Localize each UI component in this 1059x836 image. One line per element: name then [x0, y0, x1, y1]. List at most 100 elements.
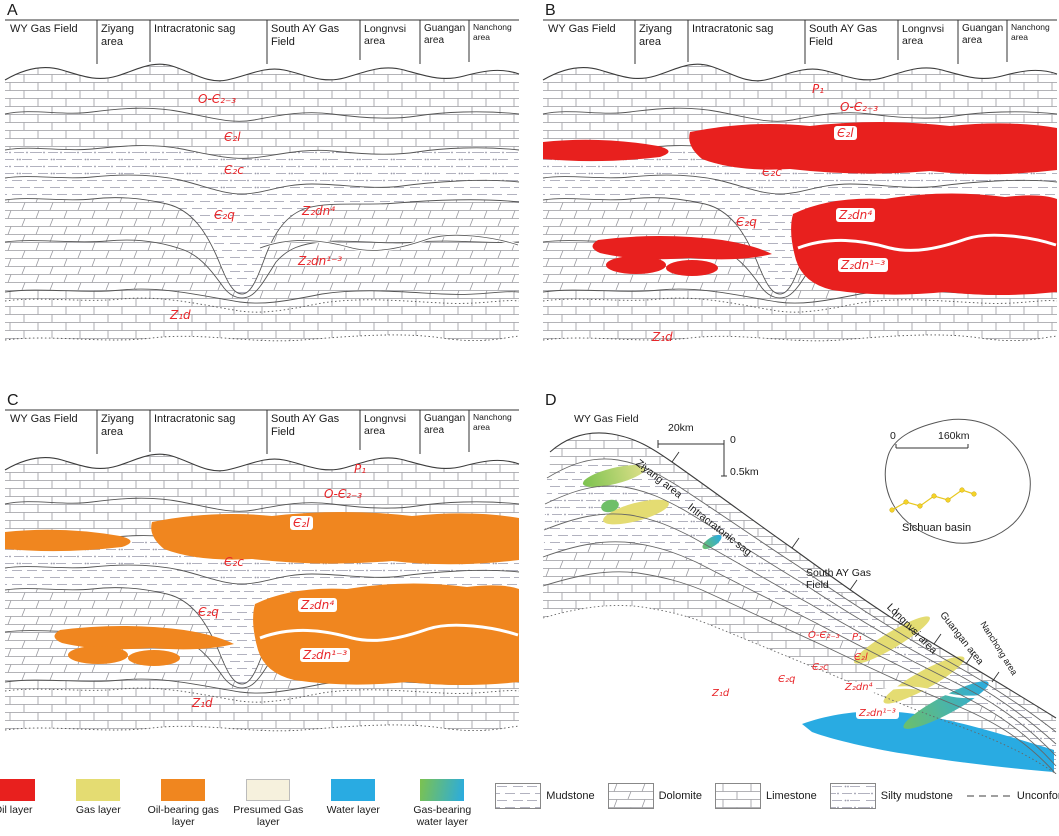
area-label-ziyang: Ziyang area — [101, 23, 135, 48]
strat-label-z2dn4: Z₂dn⁴ — [836, 208, 876, 222]
legend-item-dolomite: Dolomite — [607, 783, 702, 809]
strat-label-e2q: Є₂q — [778, 674, 796, 685]
water-layer-body — [802, 711, 1054, 772]
strat-label-e2c: Є₂c — [224, 163, 244, 177]
panel-d: D — [540, 392, 1059, 774]
strat-label-z1d: Z₁d — [170, 308, 191, 322]
legend-item-oil-bearing-gas: Oil-bearing gas layer — [147, 779, 219, 828]
panel-b-cross-section — [541, 18, 1059, 380]
panel-d-letter: D — [545, 392, 557, 409]
panel-a: A WY Gas Field Ziyang area Intracratonic… — [2, 2, 532, 384]
strat-label-e2q: Є₂q — [198, 605, 219, 619]
gas-layer-lens-e2l — [854, 616, 930, 664]
legend-item-water-layer: Water layer — [317, 779, 389, 816]
strat-label-o-e23: O-Є₂₋₃ — [324, 487, 363, 501]
strat-label-z2dn13: Z₂dn¹⁻³ — [300, 648, 351, 662]
strat-label-z2dn4: Z₂dn⁴ — [842, 682, 876, 693]
gas-layer-swatch — [76, 779, 121, 801]
panel-c: C WY Gas Field Ziyang area Intracratonic… — [2, 392, 532, 774]
area-label-south-ay: South AY Gas Field — [271, 23, 340, 48]
legend-label: Oil-bearing gas layer — [147, 804, 219, 829]
gas-bearing-water-lens — [903, 681, 989, 729]
area-divider-ticks — [671, 451, 1000, 683]
strat-label-e2l: Є₂l — [290, 516, 313, 530]
strat-label-o-e23: O-Є₂₋₃ — [840, 100, 879, 114]
strat-label-e2c: Є₂c — [762, 165, 782, 179]
strat-label-o-e23: O-Є₂₋₃ — [198, 92, 237, 106]
strat-label-e2l: Є₂l — [834, 126, 857, 140]
area-label-south-ay: South AY Gas Field — [271, 413, 340, 438]
legend-label: Gas-bearing water layer — [413, 804, 472, 829]
legend-item-oil-layer: Oil layer — [0, 779, 49, 816]
area-label-guangan: Guangan area — [424, 413, 466, 436]
strat-label-e2c: Є₂c — [224, 555, 244, 569]
strat-label-p1: P₁ — [812, 82, 825, 96]
scale-h-label: 20km — [668, 422, 694, 434]
legend-label: Oil layer — [0, 804, 33, 816]
panel-a-cross-section — [3, 18, 521, 380]
panel-b: B WY Gas Field Ziyang area Intracratonic… — [540, 2, 1059, 384]
strat-label-z1d: Z₁d — [712, 688, 730, 699]
area-label-longnvsi: Longnvsi area — [364, 23, 407, 48]
area-label-nanchong: Nanchong area — [473, 412, 512, 432]
legend: Oil layer Gas layer Oil-bearing gas laye… — [0, 779, 1059, 828]
legend-item-unconformity: Unconformity — [966, 783, 1059, 809]
legend-item-limestone: Limestone — [715, 783, 817, 809]
scale-zero-label: 0 — [730, 434, 736, 446]
oil-bearing-gas-swatch — [161, 779, 206, 801]
legend-label: Dolomite — [658, 790, 702, 802]
area-label-south-ay: South AY Gas Field — [809, 23, 878, 48]
strat-label-e2q: Є₂q — [214, 208, 235, 222]
area-label-sag: Intracratonic sag — [154, 413, 236, 425]
panel-c-letter: C — [7, 392, 19, 409]
inset-scale-line — [895, 444, 969, 449]
area-label-wy: WY Gas Field — [574, 413, 639, 425]
crest-gas-bearing-lens — [582, 465, 646, 487]
panel-a-letter: A — [7, 2, 18, 19]
legend-label: Water layer — [326, 804, 380, 816]
panel-b-letter: B — [545, 2, 556, 19]
water-layer-swatch — [331, 779, 376, 801]
legend-label: Unconformity — [1016, 790, 1059, 802]
strat-label-p1: P₁ — [354, 462, 367, 476]
inset-basin-name: Sichuan basin — [902, 522, 972, 534]
legend-item-silty-mudstone: Silty mudstone — [829, 783, 953, 809]
gas-layer-lens-z2dn4 — [883, 656, 965, 704]
mudstone-pattern-swatch — [495, 783, 542, 809]
strat-label-o-e23: O-Є₂₋₃ — [808, 630, 840, 641]
scale-bracket — [657, 440, 727, 477]
unconformity-symbol-swatch — [966, 795, 1011, 797]
crest-green-tip — [601, 499, 619, 513]
area-label-longnvsi: Longnvsi area — [364, 413, 407, 438]
legend-item-presumed-gas: Presumed Gas layer — [232, 779, 304, 828]
strat-label-z2dn13: Z₂dn¹⁻³ — [856, 708, 899, 719]
strat-label-e2q: Є₂q — [736, 215, 757, 229]
panel-c-cross-section — [3, 408, 521, 770]
area-label-south-ay: South AY Gas Field — [806, 567, 871, 591]
strat-label-z2dn4: Z₂dn⁴ — [302, 204, 336, 218]
area-label-nanchong: Nanchong area — [1011, 22, 1050, 42]
area-label-wy: WY Gas Field — [10, 413, 78, 425]
legend-label: Limestone — [766, 790, 817, 802]
area-label-ziyang: Ziyang area — [639, 23, 673, 48]
strat-label-e2l: Є₂l — [224, 130, 241, 144]
area-label-longnvsi: Longnvsi area — [902, 23, 945, 48]
area-label-guangan: Guangan area — [424, 23, 466, 46]
strat-label-z2dn13: Z₂dn¹⁻³ — [838, 258, 889, 272]
legend-label: Gas layer — [75, 804, 121, 816]
strat-label-z1d: Z₁d — [192, 696, 213, 710]
scale-v-label: 0.5km — [730, 466, 759, 478]
strat-label-p1: P₁ — [852, 632, 863, 643]
area-label-nanchong: Nanchong area — [473, 22, 512, 42]
strat-label-z1d: Z₁d — [652, 330, 673, 344]
area-label-ziyang: Ziyang area — [101, 413, 135, 438]
oil-layer-swatch — [0, 779, 36, 801]
inset-map — [884, 418, 1031, 544]
inset-scale-zero: 0 — [890, 430, 896, 442]
gas-bearing-water-swatch — [420, 779, 465, 801]
limestone-pattern-swatch — [715, 783, 761, 809]
area-label-sag: Intracratonic sag — [692, 23, 774, 35]
silty-mudstone-pattern-swatch — [829, 783, 876, 809]
presumed-gas-swatch — [246, 779, 291, 801]
